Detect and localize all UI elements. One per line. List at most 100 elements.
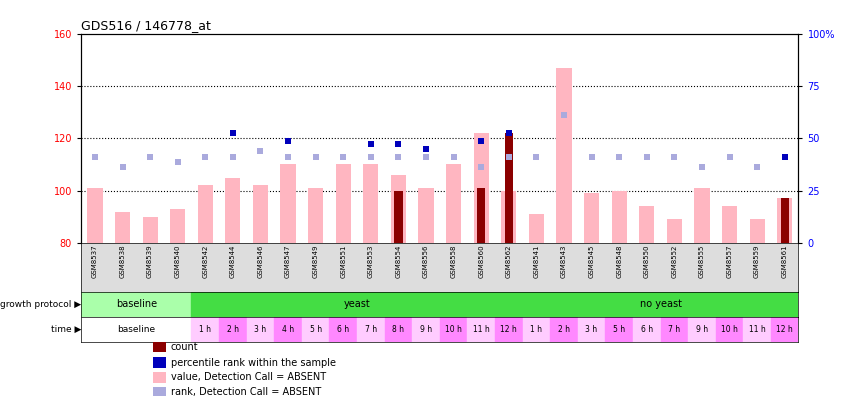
Bar (153, 387, 165, 396)
Text: GSM8555: GSM8555 (698, 244, 704, 278)
Text: time ▶: time ▶ (50, 325, 81, 334)
Bar (357, 317, 384, 342)
Bar (384, 317, 412, 342)
Bar (721, 206, 736, 243)
Text: GSM8558: GSM8558 (450, 244, 456, 278)
Text: 10 h: 10 h (444, 325, 461, 334)
Text: 1 h: 1 h (530, 325, 542, 334)
Bar (666, 219, 682, 243)
Bar (247, 317, 274, 342)
Text: GSM8559: GSM8559 (753, 244, 759, 278)
Text: GSM8542: GSM8542 (202, 244, 208, 278)
Bar (549, 317, 577, 342)
Bar (412, 317, 439, 342)
Text: 1 h: 1 h (199, 325, 211, 334)
Bar (81, 292, 191, 317)
Bar (274, 317, 301, 342)
Text: 11 h: 11 h (748, 325, 764, 334)
Text: GSM8541: GSM8541 (533, 244, 539, 278)
Bar (252, 185, 268, 243)
Text: 3 h: 3 h (585, 325, 597, 334)
Bar (363, 164, 378, 243)
Text: GSM8548: GSM8548 (615, 244, 622, 278)
Bar (301, 317, 329, 342)
Bar (638, 206, 653, 243)
Bar (467, 317, 495, 342)
Text: GSM8539: GSM8539 (147, 244, 153, 278)
Bar (477, 188, 485, 243)
Text: GSM8543: GSM8543 (560, 244, 566, 278)
Bar (776, 198, 792, 243)
Text: 9 h: 9 h (420, 325, 432, 334)
Bar (329, 317, 357, 342)
Bar (439, 317, 467, 342)
Text: no yeast: no yeast (639, 299, 681, 309)
Text: 2 h: 2 h (557, 325, 569, 334)
Bar (418, 188, 433, 243)
Bar (115, 211, 130, 243)
Bar (142, 217, 158, 243)
Text: GSM8544: GSM8544 (229, 244, 235, 278)
Bar (87, 188, 102, 243)
Text: GSM8562: GSM8562 (505, 244, 511, 278)
Text: count: count (171, 342, 198, 352)
Text: 6 h: 6 h (640, 325, 652, 334)
Text: GSM8556: GSM8556 (422, 244, 428, 278)
Bar (394, 190, 402, 243)
Text: baseline: baseline (117, 325, 155, 334)
Bar (556, 68, 571, 243)
Bar (522, 317, 549, 342)
Text: GSM8549: GSM8549 (312, 244, 318, 278)
Bar (225, 177, 241, 243)
Text: GSM8550: GSM8550 (643, 244, 649, 278)
Bar (632, 317, 659, 342)
Bar (715, 317, 742, 342)
Bar (611, 190, 626, 243)
Bar (749, 219, 763, 243)
Bar (659, 317, 688, 342)
Text: 8 h: 8 h (392, 325, 404, 334)
Bar (504, 133, 513, 243)
Text: 10 h: 10 h (720, 325, 737, 334)
Text: GSM8546: GSM8546 (257, 244, 264, 278)
Text: GSM8538: GSM8538 (119, 244, 125, 278)
Bar (445, 164, 461, 243)
Text: GSM8537: GSM8537 (92, 244, 98, 278)
Text: 3 h: 3 h (254, 325, 266, 334)
Bar (153, 342, 165, 352)
Bar (495, 317, 522, 342)
Bar (280, 164, 295, 243)
Text: 12 h: 12 h (775, 325, 792, 334)
Text: baseline: baseline (116, 299, 157, 309)
Text: GSM8545: GSM8545 (588, 244, 594, 278)
Text: 5 h: 5 h (612, 325, 624, 334)
Bar (780, 198, 788, 243)
Text: GDS516 / 146778_at: GDS516 / 146778_at (81, 19, 211, 32)
Text: 6 h: 6 h (337, 325, 349, 334)
Text: 2 h: 2 h (227, 325, 239, 334)
Bar (153, 358, 165, 368)
Text: value, Detection Call = ABSENT: value, Detection Call = ABSENT (171, 372, 326, 382)
Text: GSM8554: GSM8554 (395, 244, 401, 278)
Bar (153, 372, 165, 383)
Bar (688, 317, 715, 342)
Text: GSM8552: GSM8552 (670, 244, 676, 278)
Text: 7 h: 7 h (364, 325, 376, 334)
Text: 12 h: 12 h (500, 325, 517, 334)
Bar (770, 317, 798, 342)
Bar (335, 164, 351, 243)
Text: 9 h: 9 h (695, 325, 707, 334)
Text: GSM8561: GSM8561 (780, 244, 786, 278)
Text: GSM8560: GSM8560 (478, 244, 484, 278)
Bar (528, 214, 543, 243)
Text: GSM8547: GSM8547 (285, 244, 291, 278)
Bar (170, 209, 185, 243)
Bar (501, 190, 516, 243)
Bar (219, 317, 247, 342)
Bar (742, 317, 770, 342)
Text: 5 h: 5 h (310, 325, 322, 334)
Bar (198, 185, 212, 243)
Bar (473, 133, 488, 243)
Bar (391, 175, 405, 243)
Bar (583, 193, 599, 243)
